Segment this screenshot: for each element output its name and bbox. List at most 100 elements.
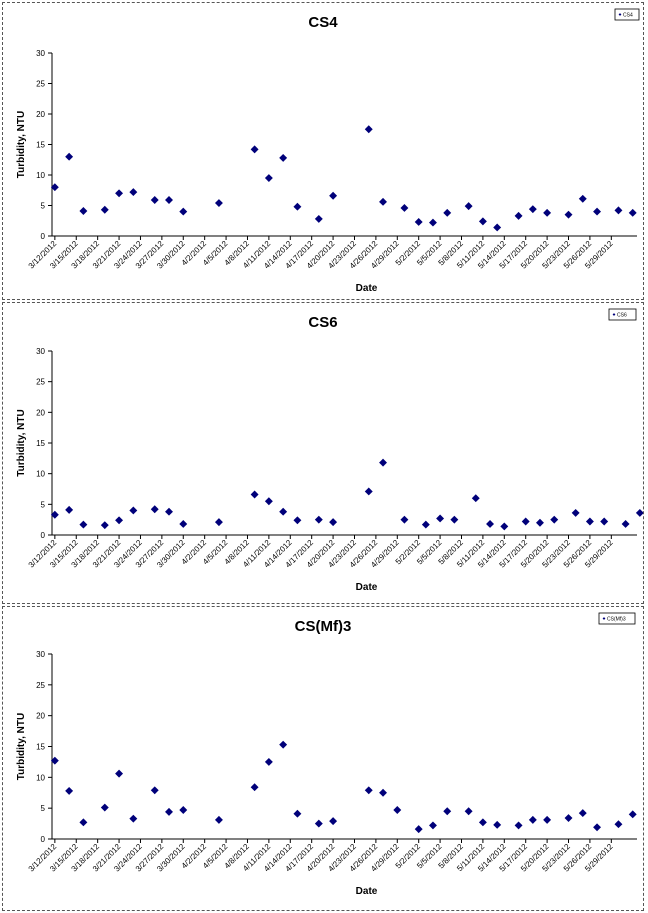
data-point (65, 152, 74, 161)
legend-label: CS(Mf)3 (607, 617, 626, 623)
data-point (464, 807, 473, 816)
legend-box (614, 8, 640, 21)
y-tick-label: 25 (36, 681, 45, 690)
chart-svg-cs6: CS6 CS60510152025303/12/20123/15/20123/18… (16, 308, 643, 593)
data-point (364, 125, 373, 134)
y-tick-label: 20 (36, 408, 45, 417)
data-point (521, 517, 530, 526)
data-point (514, 211, 523, 220)
x-axis-label: Date (356, 886, 378, 897)
legend-marker (618, 13, 622, 16)
data-point (214, 815, 223, 824)
data-point (486, 520, 494, 528)
data-point (250, 145, 259, 154)
chart-title-cs4: CS4 (308, 14, 338, 31)
data-point (115, 769, 124, 778)
data-point (329, 817, 338, 826)
data-point (635, 508, 643, 517)
chart-panel-cs4: CS4 CS4 0 5 10 15 20 25 30 3/12/2012 3/15/2012 3/18… (2, 2, 644, 300)
data-point (279, 507, 288, 516)
chart-title-cs6: CS6 (308, 314, 337, 331)
y-tick-label: 0 (41, 835, 46, 844)
y-axis-label: Turbidity, NTU (16, 713, 27, 780)
data-point (585, 517, 594, 526)
legend-box (598, 612, 636, 625)
data-point (179, 207, 188, 216)
y-tick-label: 0 (41, 232, 46, 241)
data-point (293, 516, 302, 525)
data-point (528, 815, 537, 824)
data-point (414, 218, 423, 226)
data-point (264, 757, 273, 766)
data-point (564, 210, 573, 219)
data-point (329, 518, 338, 527)
data-point (129, 188, 138, 197)
data-point (293, 809, 302, 818)
data-point (593, 207, 602, 216)
data-point (150, 505, 159, 514)
data-point (564, 814, 573, 822)
data-point (614, 206, 623, 215)
y-tick-label: 25 (36, 80, 45, 89)
y-tick-label: 30 (36, 650, 45, 659)
data-point (514, 821, 523, 830)
y-tick-label: 10 (36, 470, 45, 479)
data-point (628, 810, 637, 819)
data-point (543, 815, 552, 824)
chart-title-csmf3: CS(Mf)3 (295, 618, 352, 635)
data-point (329, 191, 338, 200)
data-point (379, 197, 387, 206)
y-tick-label: 15 (36, 743, 45, 752)
y-axis-label: Turbidity, NTU (16, 111, 27, 178)
data-point (578, 194, 587, 203)
data-point (165, 196, 173, 204)
legend-marker (612, 313, 616, 316)
data-point (79, 207, 88, 215)
data-point (429, 218, 437, 227)
data-point (443, 807, 452, 816)
data-point (443, 208, 452, 217)
data-point (550, 515, 559, 524)
y-axis-label: Turbidity, NTU (16, 409, 27, 476)
y-tick-label: 10 (36, 171, 45, 180)
data-point (79, 818, 88, 827)
data-point (65, 505, 74, 514)
chart-svg-cs4: CS4 CS40510152025303/12/20123/15/20123/18… (16, 8, 640, 294)
y-tick-label: 0 (41, 531, 46, 540)
data-point (279, 153, 288, 162)
y-tick-label: 10 (36, 773, 45, 782)
data-point (279, 740, 288, 749)
chart-svg-csmf3: CS(Mf)3 CS(Mf)30510152025303/12/20123/15/… (16, 612, 637, 897)
chart-panel-csmf3: CS(Mf)3 CS(Mf)3 0 5 10 15 20 25 30 3/12/2012 3/15/… (2, 606, 644, 911)
x-axis-label: Date (356, 283, 378, 294)
data-point (571, 508, 580, 517)
data-point (429, 821, 437, 830)
data-point (129, 814, 138, 823)
y-tick-label: 20 (36, 110, 45, 119)
data-point (314, 515, 323, 524)
data-point (593, 823, 602, 832)
y-tick-label: 5 (41, 202, 46, 211)
y-tick-label: 15 (36, 141, 45, 150)
data-point (293, 202, 302, 211)
data-point (115, 516, 124, 525)
data-point (264, 174, 273, 183)
data-point (100, 803, 109, 812)
y-tick-label: 20 (36, 712, 45, 721)
x-axis-label: Date (356, 582, 378, 593)
data-point (250, 490, 259, 499)
data-point (400, 515, 409, 524)
legend-label: CS6 (617, 313, 627, 319)
data-point (536, 518, 544, 527)
data-point (214, 199, 223, 208)
data-point (364, 487, 373, 496)
y-tick-label: 30 (36, 49, 45, 58)
data-point (436, 514, 445, 523)
data-point (79, 520, 88, 529)
data-point (314, 819, 323, 828)
data-point (129, 506, 138, 515)
data-point (379, 788, 387, 797)
data-point (150, 196, 159, 204)
data-point (314, 214, 323, 223)
data-point (379, 458, 387, 467)
